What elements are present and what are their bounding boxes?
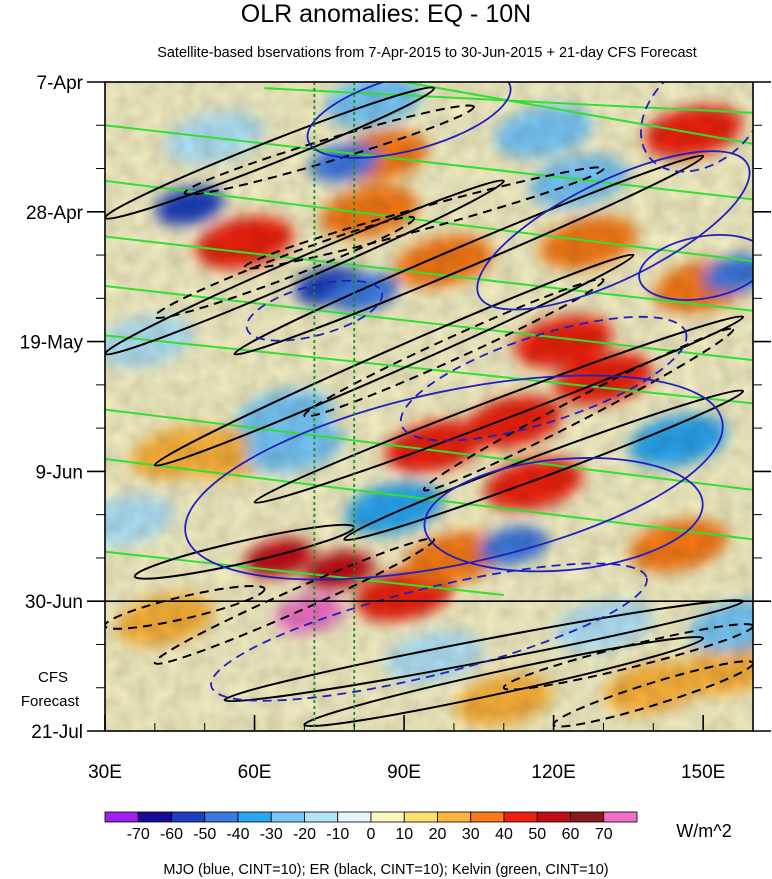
plot-area <box>104 81 754 732</box>
colorbar-swatch <box>603 811 638 823</box>
er-contour-negative <box>153 537 436 665</box>
kelvin-contour <box>105 179 753 263</box>
x-tick-label: 30E <box>88 762 122 783</box>
colorbar-label: -60 <box>160 826 183 843</box>
colorbar-label: -50 <box>193 826 216 843</box>
colorbar-label: 10 <box>395 826 413 843</box>
x-tick-label: 90E <box>387 762 421 783</box>
colorbar-swatch <box>104 811 139 823</box>
colorbar-swatch <box>137 811 172 823</box>
mjo-contour-positive <box>638 234 753 301</box>
colorbar-swatch <box>304 811 339 823</box>
kelvin-contour <box>105 235 753 312</box>
colorbar-label: 50 <box>528 826 546 843</box>
er-contour-negative <box>183 104 475 196</box>
x-tick-label: 120E <box>531 762 575 783</box>
colorbar-label: 70 <box>595 826 613 843</box>
colorbar-label: -40 <box>226 826 249 843</box>
colorbar-label: -70 <box>127 826 150 843</box>
mjo-contour-positive <box>306 82 512 159</box>
er-contour-negative <box>105 584 266 630</box>
mjo-contour-positive <box>423 457 704 573</box>
y-tick-label: 28-Apr <box>26 203 84 224</box>
colorbar-label: -30 <box>260 826 283 843</box>
kelvin-contour <box>105 284 753 362</box>
contour-caption: MJO (blue, CINT=10); ER (black, CINT=10)… <box>163 862 608 878</box>
er-contour-negative <box>422 327 735 492</box>
colorbar-label: -20 <box>293 826 316 843</box>
colorbar-swatch <box>337 811 372 823</box>
x-tick-label: 150E <box>681 762 725 783</box>
er-contour-positive <box>105 179 505 356</box>
colorbar-swatch <box>370 811 405 823</box>
x-tick-label: 60E <box>238 762 272 783</box>
y-axis: 7-Apr 28-Apr 19-May 9-Jun 30-Jun 21-Jul <box>20 73 771 743</box>
mjo-contour-positive <box>184 374 724 581</box>
y-tick-label: 30-Jun <box>25 592 83 613</box>
colorbar-label: 40 <box>495 826 513 843</box>
er-contour-positive <box>153 253 635 467</box>
y-tick-label: 9-Jun <box>35 462 83 483</box>
er-contours <box>105 86 753 728</box>
kelvin-contour <box>105 124 753 201</box>
mjo-contour-negative <box>399 315 688 442</box>
mjo-contour-negative <box>210 562 648 702</box>
colorbar: -70 -60 -50 -40 -30 -20 -10 0 10 20 30 40 50 60 70 <box>104 811 638 843</box>
mjo-contour-positive <box>476 150 751 311</box>
y-tick-label: 21-Jul <box>31 722 83 743</box>
colorbar-swatch <box>270 811 305 823</box>
colorbar-swatch <box>570 811 605 823</box>
er-contour-positive <box>343 389 745 542</box>
mjo-contours <box>184 82 753 702</box>
kelvin-contours <box>105 82 753 597</box>
colorbar-label: -10 <box>326 826 349 843</box>
er-contour-positive <box>253 315 745 504</box>
colorbar-label: 30 <box>462 826 480 843</box>
er-contour-negative <box>303 278 605 418</box>
y-tick-label: 7-Apr <box>37 73 84 94</box>
colorbar-swatch <box>536 811 571 823</box>
chart-subtitle: Satellite-based bservations from 7-Apr-2… <box>157 45 697 61</box>
colorbar-label: 0 <box>367 826 376 843</box>
plot-frame <box>104 81 754 732</box>
colorbar-swatch <box>204 811 239 823</box>
forecast-label-line1: CFS <box>38 669 68 686</box>
colorbar-swatch <box>171 811 206 823</box>
colorbar-label: 60 <box>562 826 580 843</box>
mjo-contour-negative <box>245 279 383 342</box>
kelvin-contour <box>403 82 753 145</box>
colorbar-swatch <box>403 811 438 823</box>
texture-overlay <box>105 82 753 731</box>
forecast-label-line2: Forecast <box>21 693 80 710</box>
chart-title: OLR anomalies: EQ - 10N <box>241 0 531 28</box>
y-tick-label: 19-May <box>20 333 84 354</box>
kelvin-contour <box>105 458 753 541</box>
colorbar-swatch <box>470 811 505 823</box>
colorbar-unit: W/m^2 <box>676 821 731 841</box>
x-axis: 30E 60E 90E 120E 150E <box>88 715 725 783</box>
reference-longitude-lines <box>313 82 356 731</box>
er-contour-positive <box>233 154 705 356</box>
colorbar-swatch <box>503 811 538 823</box>
er-contour-negative <box>243 166 605 270</box>
kelvin-contour <box>105 334 753 405</box>
kelvin-contour <box>105 408 753 491</box>
colorbar-label: 20 <box>429 826 447 843</box>
er-contour-negative <box>502 623 753 691</box>
er-contour-negative <box>153 215 416 319</box>
colorbar-swatch <box>237 811 272 823</box>
colorbar-swatch <box>437 811 472 823</box>
mjo-contour-negative <box>640 82 753 173</box>
